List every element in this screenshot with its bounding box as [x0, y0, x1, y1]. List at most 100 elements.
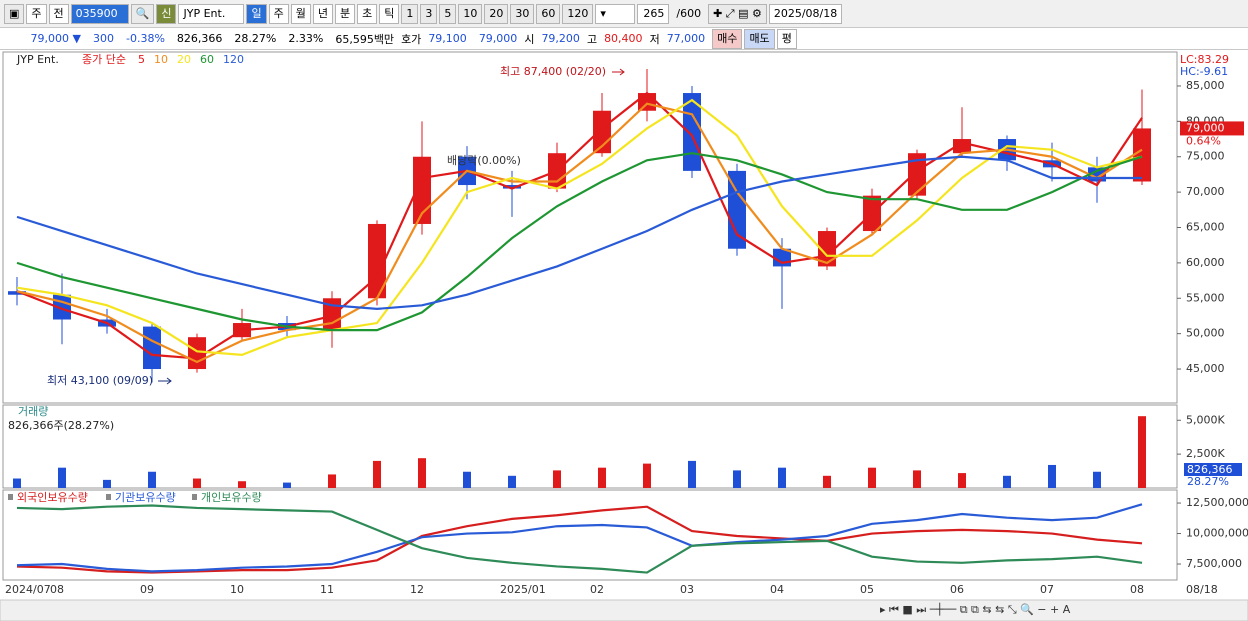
- interval[interactable]: 60: [536, 3, 561, 24]
- interval[interactable]: 일: [246, 3, 267, 24]
- candle-body: [503, 185, 521, 189]
- price-pane: [2, 51, 1178, 404]
- volume-bar: [823, 475, 831, 488]
- pane-subtitle: 826,366주(28.27%): [8, 419, 114, 432]
- date-input[interactable]: 2025/08/18: [768, 3, 843, 24]
- x-tick-label: 08: [1130, 583, 1144, 596]
- new-badge[interactable]: 신: [156, 3, 177, 24]
- ratio: 2.33%: [288, 32, 324, 45]
- candle-body: [908, 153, 926, 196]
- prev-button[interactable]: 전: [48, 3, 69, 24]
- avg-button[interactable]: 평: [776, 28, 797, 49]
- interval[interactable]: 월: [290, 3, 311, 24]
- icon[interactable]: ▣: [4, 3, 25, 24]
- volume-bar: [778, 467, 786, 488]
- sell-button[interactable]: 매도: [744, 28, 775, 49]
- x-end-label: 08/18: [1186, 583, 1218, 596]
- legend-entry: 60: [200, 53, 214, 66]
- legend-entry: 5: [138, 53, 145, 66]
- y-tick-label: 5,000K: [1186, 413, 1225, 426]
- legend-name: JYP Ent.: [16, 53, 59, 66]
- candle-body: [413, 156, 431, 224]
- interval[interactable]: 초: [357, 3, 378, 24]
- count-max: /600: [676, 7, 702, 20]
- stock-name[interactable]: JYP Ent.: [178, 3, 245, 24]
- x-tick-label: 10: [230, 583, 244, 596]
- legend-swatch: [192, 494, 197, 500]
- y-tick-label: 45,000: [1186, 362, 1225, 375]
- volume-bar: [373, 460, 381, 488]
- interval[interactable]: 120: [562, 3, 594, 24]
- high: 80,400: [604, 32, 643, 45]
- current-label: 826,366: [1187, 463, 1233, 476]
- candle-body: [1133, 128, 1151, 182]
- volume-bar: [553, 470, 561, 488]
- holdings-pane: [2, 489, 1178, 581]
- volume-bar: [688, 460, 696, 488]
- y-tick-label: 75,000: [1186, 150, 1225, 163]
- interval[interactable]: 10: [458, 3, 483, 24]
- x-tick-label: 04: [770, 583, 784, 596]
- interval[interactable]: 30: [510, 3, 535, 24]
- search-button[interactable]: 🔍: [130, 3, 155, 24]
- period-select[interactable]: 주: [26, 3, 47, 24]
- x-tick-label: 02: [590, 583, 604, 596]
- lc-label: LC:83.29: [1180, 53, 1229, 66]
- nav-icons[interactable]: ▸ ⏮ ■ ⏭ ─┼── ⧉ ⧉ ⇆ ⇆ ⤡ 🔍 − + A: [880, 602, 1071, 616]
- volume-bar: [733, 470, 741, 488]
- volume-bar: [238, 481, 246, 488]
- volume-bar: [283, 482, 291, 488]
- label: 저: [649, 32, 660, 46]
- x-tick-label: 2024/07: [5, 583, 51, 596]
- series-line: [16, 504, 1143, 574]
- label: 고: [586, 32, 598, 46]
- y-tick-label: 2,500K: [1186, 447, 1225, 460]
- y-tick-label: 55,000: [1186, 291, 1225, 304]
- interval[interactable]: 3: [420, 3, 438, 24]
- annotation: 최저 43,100 (09/09): [47, 374, 153, 387]
- y-tick-label: 60,000: [1186, 256, 1225, 269]
- interval[interactable]: 틱: [379, 3, 400, 24]
- x-tick-label: 06: [950, 583, 964, 596]
- legend-entry: 외국인보유수량: [17, 491, 88, 504]
- legend-entry: 개인보유수량: [201, 491, 262, 504]
- interval[interactable]: 20: [484, 3, 509, 24]
- code-input[interactable]: 035900: [70, 3, 129, 24]
- interval[interactable]: 분: [334, 3, 356, 24]
- dropdown[interactable]: ▾: [595, 3, 636, 24]
- open: 79,200: [541, 32, 580, 45]
- volume-bar: [148, 471, 156, 488]
- volume-bar: [103, 479, 111, 488]
- interval[interactable]: 1: [401, 3, 419, 24]
- volume-pane: [2, 404, 1178, 489]
- interval[interactable]: 년: [312, 3, 333, 24]
- x-tick-label: 11: [320, 583, 334, 596]
- interval[interactable]: 주: [268, 3, 289, 24]
- current-change: 28.27%: [1187, 475, 1229, 488]
- count[interactable]: 265: [637, 3, 670, 24]
- y-tick-label: 70,000: [1186, 185, 1225, 198]
- interval[interactable]: 5: [439, 3, 457, 24]
- volume-bar: [1048, 464, 1056, 488]
- tools[interactable]: ✚ ⤢ ▤ ⚙: [708, 3, 767, 24]
- volume-bar: [508, 475, 516, 488]
- current-badge: [1180, 121, 1244, 136]
- volume-bar: [463, 471, 471, 488]
- y-tick-label: 12,500,000: [1186, 496, 1248, 509]
- candle-body: [638, 93, 656, 111]
- ask: 79,100: [428, 32, 467, 45]
- volume-bar: [643, 463, 651, 488]
- legend-entry: 기관보유수량: [115, 491, 176, 504]
- volume-bar: [193, 478, 201, 488]
- volume-bar: [598, 467, 606, 488]
- series-line: [16, 152, 1143, 332]
- buy-button[interactable]: 매수: [712, 28, 743, 49]
- series-line: [16, 91, 1143, 360]
- volume-bar: [1093, 471, 1101, 488]
- volume-bar: [1003, 475, 1011, 488]
- y-tick-label: 10,000,000: [1186, 527, 1248, 540]
- y-tick-label: 85,000: [1186, 79, 1225, 92]
- amount: 65,595백만: [335, 32, 395, 46]
- scroll-bar[interactable]: [0, 599, 1248, 621]
- current-change: 0.64%: [1186, 134, 1221, 147]
